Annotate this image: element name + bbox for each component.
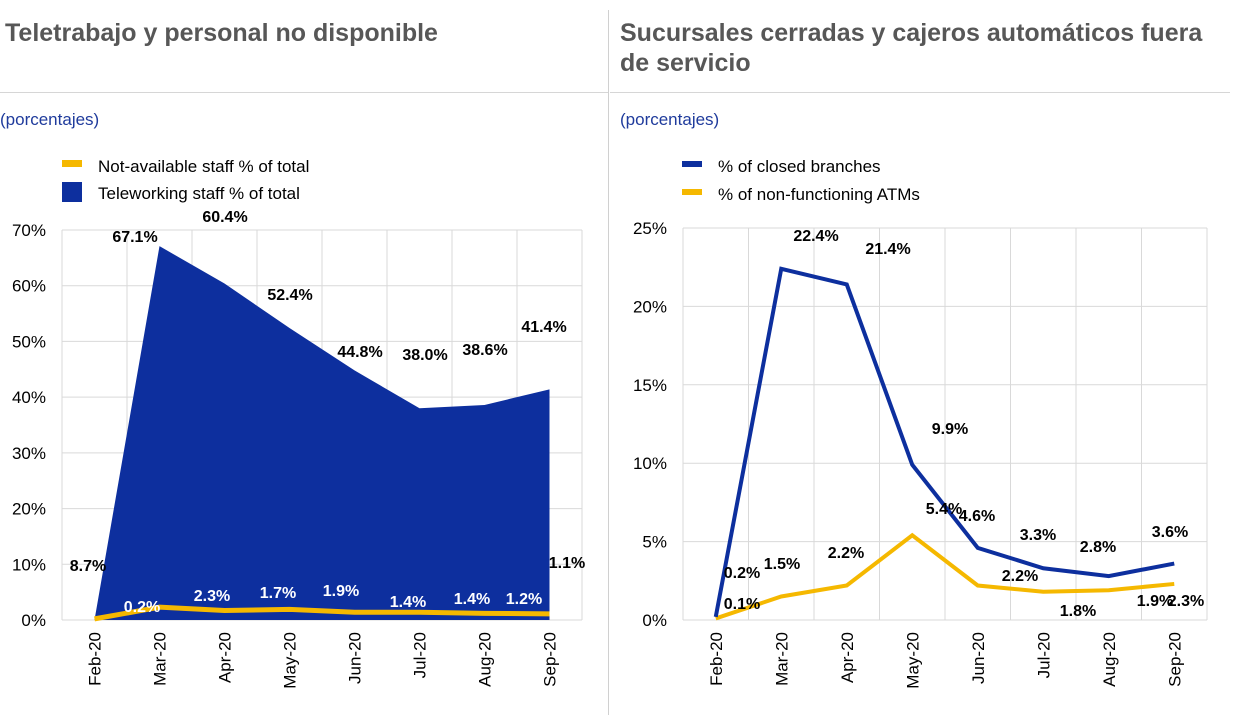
panel-branches: Sucursales cerradas y cajeros automático… — [610, 0, 1230, 725]
data-label-closed-branches: 2.8% — [1080, 539, 1116, 556]
x-tick-label: Jul-20 — [411, 632, 430, 678]
y-tick-label: 70% — [12, 221, 46, 240]
teleworking-chart: 0% 10% 20% 30% 40% 50% 60% 70% Feb-20 Mar-20 Apr-2… — [12, 157, 585, 689]
y-tick-label: 50% — [12, 332, 46, 351]
y-tick-label: 10% — [12, 555, 46, 574]
x-tick-label: Aug-20 — [1100, 632, 1119, 687]
data-label-not-available: 1.2% — [506, 591, 542, 608]
data-label-atms: 0.1% — [724, 596, 760, 613]
data-label-teleworking: 41.4% — [521, 319, 566, 336]
not-available-line — [94, 604, 550, 622]
legend-swatch-atms — [682, 189, 702, 195]
x-tick-label: Aug-20 — [476, 632, 495, 687]
x-tick-label: May-20 — [281, 632, 300, 689]
y-tick-label: 20% — [633, 297, 667, 316]
x-tick-label: Jun-20 — [346, 632, 365, 684]
data-label-not-available: 1.4% — [454, 591, 490, 608]
x-tick-label: Sep-20 — [541, 632, 560, 687]
legend-swatch-not-available — [62, 160, 82, 167]
y-tick-label: 30% — [12, 444, 46, 463]
y-tick-label: 10% — [633, 454, 667, 473]
y-tick-label: 20% — [12, 500, 46, 519]
data-label-not-available: 1.4% — [390, 594, 426, 611]
data-label-teleworking: 44.8% — [337, 344, 382, 361]
data-label-not-available: 2.3% — [194, 588, 230, 605]
x-tick-label: Mar-20 — [151, 632, 170, 686]
data-label-atms: 2.2% — [828, 545, 864, 562]
data-label-closed-branches: 22.4% — [793, 228, 838, 245]
data-label-closed-branches: 4.6% — [959, 508, 995, 525]
data-label-not-available: 1.9% — [323, 583, 359, 600]
data-label-atms: 1.8% — [1060, 603, 1096, 620]
data-label-atms: 1.9% — [1137, 593, 1173, 610]
x-tick-label: Jul-20 — [1034, 632, 1053, 678]
data-label-teleworking: 60.4% — [202, 209, 247, 226]
chart-title: Teletrabajo y personal no disponible — [5, 19, 438, 47]
x-tick-label: Jun-20 — [969, 632, 988, 684]
x-tick-label: Feb-20 — [86, 632, 105, 686]
y-tick-label: 0% — [21, 611, 46, 630]
x-tick-label: Apr-20 — [216, 632, 235, 683]
y-tick-label: 0% — [642, 611, 667, 630]
data-label-closed-branches: 21.4% — [865, 241, 910, 258]
unit-label: (porcentajes) — [620, 110, 720, 129]
chart-title: Sucursales cerradas y cajeros automático… — [620, 18, 1210, 78]
legend-swatch-teleworking — [62, 182, 82, 202]
data-label-atms: 2.2% — [1002, 568, 1038, 585]
legend-swatch-closed-branches — [682, 161, 702, 167]
panel-teleworking: Teletrabajo y personal no disponible (po… — [0, 0, 608, 725]
y-tick-label: 5% — [642, 533, 667, 552]
data-label-closed-branches: 3.6% — [1152, 524, 1188, 541]
x-tick-label: May-20 — [903, 632, 922, 689]
unit-label: (porcentajes) — [0, 110, 100, 129]
data-label-closed-branches: 9.9% — [932, 421, 968, 438]
chart-title-text: Sucursales cerradas y cajeros automático… — [620, 19, 1203, 77]
x-tick-label: Sep-20 — [1165, 632, 1184, 687]
legend-label-teleworking: Teleworking staff % of total — [98, 184, 300, 203]
title-rule — [610, 92, 1230, 93]
title-rule — [0, 92, 608, 93]
data-label-atms: 5.4% — [926, 501, 962, 518]
x-tick-label: Mar-20 — [772, 632, 791, 686]
y-tick-label: 40% — [12, 388, 46, 407]
data-label-teleworking: 8.7% — [70, 558, 106, 575]
legend-label-atms: % of non-functioning ATMs — [718, 185, 920, 204]
x-tick-label: Feb-20 — [707, 632, 726, 686]
atm-line — [715, 532, 1175, 621]
y-tick-label: 25% — [633, 219, 667, 238]
data-label-closed-branches: 3.3% — [1020, 527, 1056, 544]
branches-chart: 0% 5% 10% 15% 20% 25% Feb-20 Mar-20 Apr-20 May-20… — [633, 157, 1208, 689]
x-tick-label: Apr-20 — [838, 632, 857, 683]
data-label-not-available: 1.7% — [260, 585, 296, 602]
data-label-atms: 1.5% — [764, 556, 800, 573]
y-tick-label: 60% — [12, 277, 46, 296]
teleworking-area — [94, 246, 550, 620]
data-label-not-available: 1.1% — [549, 555, 585, 572]
legend-label-not-available: Not-available staff % of total — [98, 157, 309, 176]
data-label-closed-branches: 0.2% — [724, 565, 760, 582]
data-label-teleworking: 38.0% — [402, 347, 447, 364]
panel-divider — [608, 10, 609, 715]
closed-branches-line — [713, 266, 1175, 618]
data-label-not-available: 0.2% — [124, 599, 160, 616]
data-label-atms: 2.3% — [1168, 593, 1204, 610]
data-label-teleworking: 38.6% — [462, 342, 507, 359]
data-label-teleworking: 67.1% — [112, 229, 157, 246]
legend-label-closed-branches: % of closed branches — [718, 157, 881, 176]
y-tick-label: 15% — [633, 376, 667, 395]
data-label-teleworking: 52.4% — [267, 287, 312, 304]
